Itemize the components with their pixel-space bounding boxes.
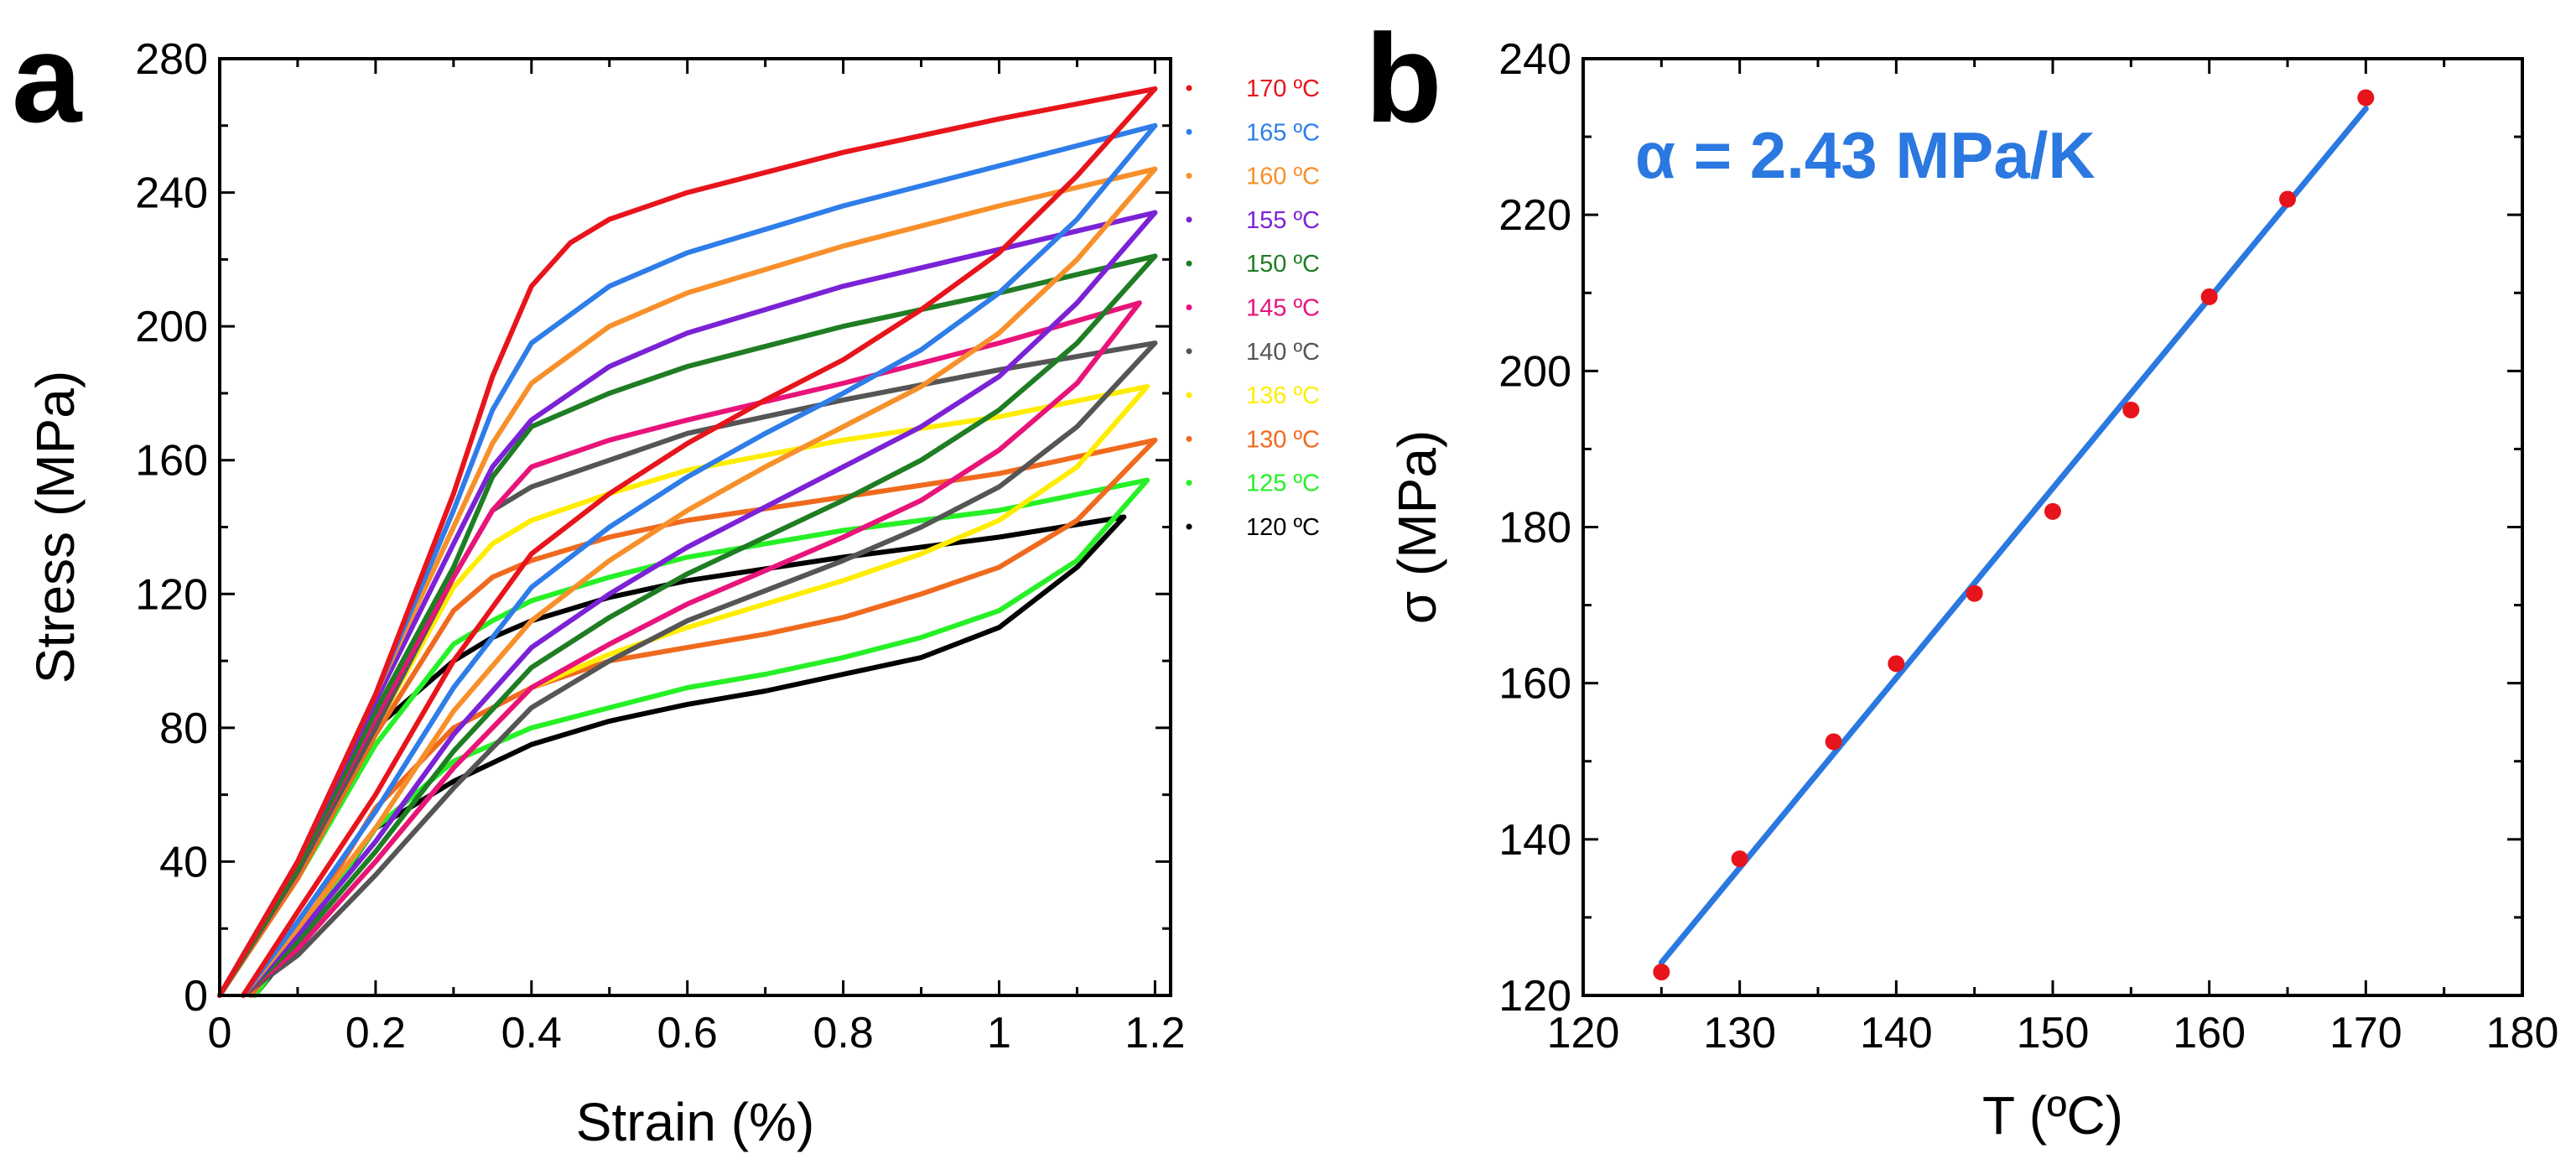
legend-label-165: 165 ºC xyxy=(1246,119,1320,146)
panel-label-b: b xyxy=(1365,8,1442,148)
slope-annotation: α = 2.43 MPa/K xyxy=(1635,118,2096,192)
data-point-140c xyxy=(1888,655,1905,673)
legend-marker-120 xyxy=(1186,523,1192,530)
y-tick-label: 140 xyxy=(1498,816,1571,865)
data-point-160c xyxy=(2200,288,2218,305)
y-tick-label: 160 xyxy=(135,437,208,486)
x-tick-label: 0.6 xyxy=(657,1009,718,1057)
curve-140c-unloading xyxy=(240,340,1158,998)
x-tick-label: 0 xyxy=(208,1009,232,1057)
legend-marker-150 xyxy=(1186,260,1192,267)
stress-temperature-chart: 120 130 140 150 160 170 180 120 140 160 180 200 220… xyxy=(1387,35,2558,1146)
y-tick-label: 240 xyxy=(135,169,208,218)
y-tick-label: 0 xyxy=(184,972,208,1021)
legend-label-130: 130 ºC xyxy=(1246,426,1320,453)
x-tick-label: 140 xyxy=(1860,1009,1933,1057)
y-axis-ticks-a: 0 40 80 120 160 200 240 280 xyxy=(135,35,1171,1021)
x-tick-label: 130 xyxy=(1703,1009,1776,1057)
curve-145c-unloading xyxy=(240,300,1142,998)
data-point-145c xyxy=(1966,585,1983,602)
x-tick-label: 0.8 xyxy=(813,1009,873,1057)
curve-165c-unloading xyxy=(240,122,1158,998)
data-point-170c xyxy=(2357,89,2375,107)
legend-marker-160 xyxy=(1186,173,1192,179)
data-point-155c xyxy=(2122,401,2140,418)
y-tick-label: 160 xyxy=(1498,660,1571,709)
legend-label-150: 150 ºC xyxy=(1246,251,1320,278)
y-tick-label: 200 xyxy=(1498,347,1571,396)
legend-label-170: 170 ºC xyxy=(1246,75,1320,102)
y-axis-title-b: σ (MPa) xyxy=(1387,430,1447,625)
legend-label-125: 125 ºC xyxy=(1246,470,1320,497)
legend-marker-136 xyxy=(1186,392,1192,398)
x-tick-label: 120 xyxy=(1547,1009,1620,1057)
legend-marker-170 xyxy=(1186,85,1192,91)
x-tick-label: 170 xyxy=(2329,1009,2402,1057)
legend-marker-140 xyxy=(1186,348,1192,355)
x-axis-title-b: T (ºC) xyxy=(1982,1085,2123,1146)
curve-150c-loading xyxy=(217,253,1158,998)
y-tick-label: 80 xyxy=(159,704,208,753)
legend-label-155: 155 ºC xyxy=(1246,207,1320,234)
x-tick-label: 180 xyxy=(2486,1009,2559,1057)
plot-frame-b xyxy=(1581,57,2524,997)
legend-label-136: 136 ºC xyxy=(1246,382,1320,409)
curve-170c-loading xyxy=(217,86,1158,998)
x-tick-label: 0.4 xyxy=(501,1009,562,1057)
data-point-150c xyxy=(2044,502,2061,520)
x-tick-label: 160 xyxy=(2173,1009,2246,1057)
y-tick-label: 180 xyxy=(1498,504,1571,553)
stress-strain-chart: 0 0.2 0.4 0.6 0.8 1 1.2 0 40 80 120 160 200 240 280 S… xyxy=(25,35,1320,1152)
legend-marker-125 xyxy=(1186,480,1192,486)
legend-marker-165 xyxy=(1186,128,1192,135)
y-tick-label: 120 xyxy=(1498,972,1571,1021)
legend-marker-130 xyxy=(1186,435,1192,442)
x-tick-label: 1 xyxy=(987,1009,1011,1057)
y-axis-title-a: Stress (MPa) xyxy=(25,371,86,683)
data-point-130c xyxy=(1731,850,1748,868)
panel-label-a: a xyxy=(12,8,83,148)
legend-label-140: 140 ºC xyxy=(1246,339,1320,366)
legend-label-120: 120 ºC xyxy=(1246,514,1320,541)
curve-150c-unloading xyxy=(240,253,1158,998)
y-tick-label: 220 xyxy=(1498,191,1571,240)
y-axis-ticks-b: 120 140 160 180 200 220 240 xyxy=(1498,35,2522,1021)
legend-label-160: 160 ºC xyxy=(1246,164,1320,190)
y-tick-label: 280 xyxy=(135,35,208,84)
y-tick-label: 200 xyxy=(135,303,208,351)
legend: 170 ºC 165 ºC 160 ºC 155 ºC 150 ºC 145 ºC 140 … xyxy=(1186,75,1320,541)
curve-130c-loading xyxy=(217,437,1158,998)
data-points xyxy=(1653,89,2375,981)
linear-fit-line xyxy=(1658,106,2369,966)
x-axis-ticks-a: 0 0.2 0.4 0.6 0.8 1 1.2 xyxy=(208,59,1186,1057)
data-point-165c xyxy=(2279,190,2296,208)
legend-marker-145 xyxy=(1186,304,1192,310)
y-tick-label: 40 xyxy=(159,838,208,886)
curve-155c-unloading xyxy=(240,210,1158,998)
curve-125c-loading xyxy=(217,477,1150,998)
y-tick-label: 240 xyxy=(1498,35,1571,84)
legend-marker-155 xyxy=(1186,216,1192,223)
curve-140c-loading xyxy=(217,340,1158,998)
curve-170c-unloading xyxy=(240,86,1158,998)
x-tick-label: 150 xyxy=(2017,1009,2090,1057)
curve-160c-unloading xyxy=(240,166,1158,998)
x-tick-label: 0.2 xyxy=(345,1009,406,1057)
legend-label-145: 145 ºC xyxy=(1246,295,1320,322)
data-point-136c xyxy=(1825,733,1842,751)
x-tick-label: 1.2 xyxy=(1124,1009,1185,1057)
x-axis-ticks-b: 120 130 140 150 160 170 180 xyxy=(1547,59,2559,1057)
stress-strain-curves xyxy=(217,86,1158,998)
data-point-125c xyxy=(1653,964,1670,981)
y-tick-label: 120 xyxy=(135,570,208,619)
curve-120c-unloading xyxy=(252,514,1127,998)
x-axis-title-a: Strain (%) xyxy=(576,1092,815,1152)
